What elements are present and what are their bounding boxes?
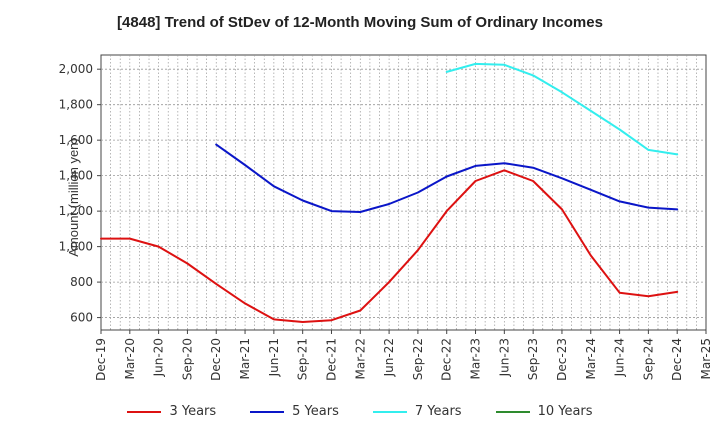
x-tick-label: Sep-21 bbox=[296, 338, 310, 380]
legend-item: 5 Years bbox=[250, 404, 339, 419]
legend-swatch bbox=[250, 410, 285, 413]
legend-swatch bbox=[495, 410, 530, 413]
legend: 3 Years 5 Years 7 Years 10 Years bbox=[0, 404, 720, 419]
x-tick-label: Sep-24 bbox=[641, 338, 655, 380]
x-tick-label: Dec-22 bbox=[440, 338, 454, 381]
series-line-7-years bbox=[445, 62, 679, 156]
series-line-3-years bbox=[100, 169, 679, 323]
y-tick-label: 1,800 bbox=[59, 98, 93, 112]
series-line-5-years bbox=[215, 143, 679, 213]
legend-item: 7 Years bbox=[372, 404, 462, 419]
x-tick-label: Dec-20 bbox=[209, 338, 223, 381]
legend-swatch bbox=[372, 410, 407, 413]
x-tick-label: Jun-24 bbox=[613, 338, 627, 377]
x-tick-label: Sep-22 bbox=[411, 338, 425, 380]
legend-swatch bbox=[127, 410, 162, 413]
plot-area bbox=[100, 54, 707, 331]
y-tick-label: 1,000 bbox=[59, 240, 93, 254]
x-tick-label: Mar-21 bbox=[238, 338, 252, 379]
x-tick-label: Mar-22 bbox=[353, 338, 367, 379]
legend-item: 3 Years bbox=[127, 404, 216, 419]
y-tick-label: 600 bbox=[70, 311, 93, 325]
x-tick-label: Dec-24 bbox=[670, 338, 684, 381]
x-tick-label: Jun-23 bbox=[497, 338, 511, 377]
x-tick-label: Sep-20 bbox=[180, 338, 194, 380]
chart-title: [4848] Trend of StDev of 12-Month Moving… bbox=[117, 14, 603, 31]
x-tick-label: Jun-21 bbox=[267, 338, 281, 377]
legend-label: 7 Years bbox=[414, 404, 462, 419]
y-tick-label: 1,600 bbox=[59, 133, 93, 147]
x-tick-label: Mar-23 bbox=[469, 338, 483, 379]
x-tick-label: Dec-21 bbox=[324, 338, 338, 381]
x-tick-label: Jun-22 bbox=[382, 338, 396, 377]
x-tick-label: Mar-24 bbox=[584, 338, 598, 379]
legend-label: 5 Years bbox=[292, 404, 339, 419]
legend-label: 10 Years bbox=[537, 404, 593, 419]
legend-item: 10 Years bbox=[495, 404, 593, 419]
x-tick-label: Mar-20 bbox=[123, 338, 137, 379]
y-tick-label: 1,400 bbox=[59, 169, 93, 183]
x-tick-label: Jun-20 bbox=[152, 338, 166, 377]
x-tick-label: Dec-23 bbox=[555, 338, 569, 381]
x-tick-label: Sep-23 bbox=[526, 338, 540, 380]
legend-label: 3 Years bbox=[169, 404, 217, 419]
x-tick-label: Mar-25 bbox=[699, 338, 713, 379]
y-tick-label: 2,000 bbox=[59, 62, 93, 76]
x-tick-label: Dec-19 bbox=[94, 338, 108, 381]
y-tick-label: 800 bbox=[70, 275, 93, 289]
y-tick-label: 1,200 bbox=[59, 204, 93, 218]
